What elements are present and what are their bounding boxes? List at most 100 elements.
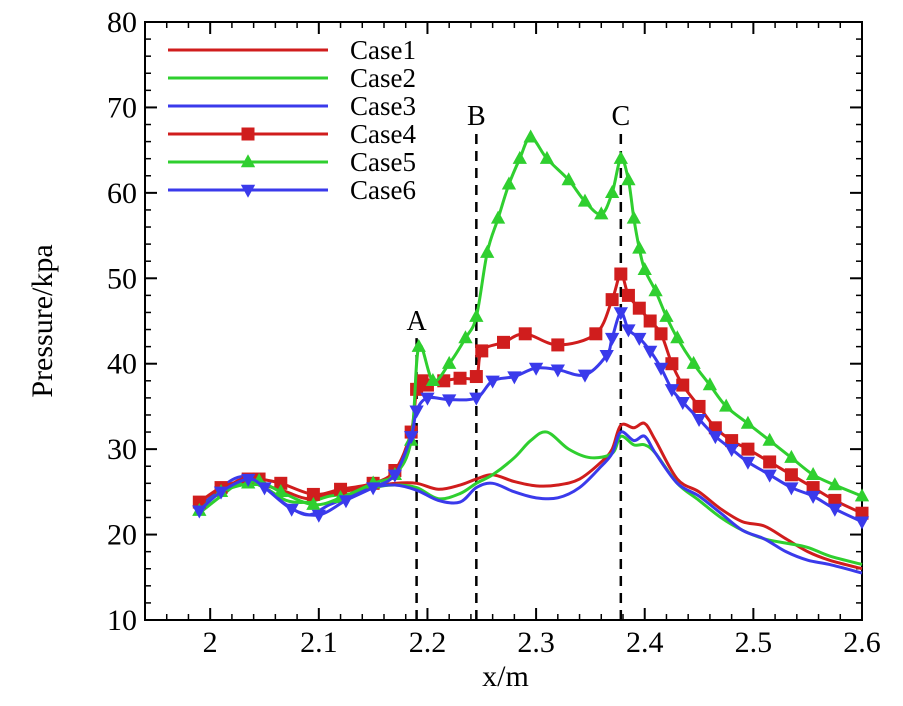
data-point <box>805 466 821 480</box>
x-tick-label: 2.2 <box>409 626 447 659</box>
y-tick-label: 50 <box>107 262 137 295</box>
data-point <box>632 332 647 346</box>
data-point <box>490 210 506 224</box>
y-tick-label: 20 <box>107 519 137 552</box>
data-point <box>507 371 522 385</box>
data-point <box>306 496 321 510</box>
data-point <box>613 150 628 164</box>
data-point <box>691 414 707 428</box>
ticks-group: 10 20 30 40 50 60 70 80 2 2.1 2.2 2.3 2.4 2.5 2.6 <box>107 6 881 659</box>
data-point <box>241 473 256 487</box>
vertical-markers-group: A B C <box>406 101 630 620</box>
data-point <box>621 288 635 302</box>
data-point <box>594 206 609 220</box>
data-point <box>387 469 403 483</box>
data-point <box>501 176 517 190</box>
y-tick-label: 40 <box>107 348 137 381</box>
data-point <box>659 308 674 322</box>
data-point <box>675 396 690 410</box>
data-point <box>806 481 820 495</box>
data-point <box>784 449 799 463</box>
data-point <box>273 484 288 498</box>
data-point <box>469 308 484 322</box>
data-point <box>664 384 680 398</box>
data-point <box>654 327 668 341</box>
data-point <box>306 487 320 501</box>
data-point <box>828 493 842 507</box>
data-point <box>550 364 565 378</box>
x-tick-label: 2.3 <box>517 626 555 659</box>
x-tick-label: 2.1 <box>300 626 338 659</box>
data-point <box>725 434 739 448</box>
y-tick-label: 60 <box>107 177 137 210</box>
legend-label: Case6 <box>350 175 416 205</box>
x-tick-label: 2.5 <box>735 626 773 659</box>
marker-label-b: B <box>467 101 486 132</box>
data-point <box>338 495 354 509</box>
data-point <box>485 375 500 389</box>
data-point <box>686 355 701 369</box>
data-point <box>613 307 628 321</box>
axes-group <box>144 21 863 621</box>
x-tick-label: 2.4 <box>626 626 664 659</box>
data-point <box>854 488 870 502</box>
data-point <box>621 172 636 186</box>
data-point <box>763 455 777 469</box>
data-point <box>458 330 473 344</box>
data-point <box>551 338 565 352</box>
data-point <box>643 314 657 328</box>
legend-marker <box>240 184 256 198</box>
legend-item-case5: Case5 <box>168 147 416 177</box>
y-axis-title: Pressure/kpa <box>26 244 59 397</box>
data-point <box>518 327 532 341</box>
data-point <box>539 150 555 164</box>
data-point <box>284 503 299 517</box>
x-axis-title: x/m <box>482 660 529 693</box>
data-point <box>589 327 603 341</box>
data-point <box>741 442 755 456</box>
legend-label: Case2 <box>350 63 416 93</box>
data-point <box>409 405 424 419</box>
data-point <box>334 482 348 496</box>
legend-label: Case1 <box>350 35 416 65</box>
y-tick-label: 10 <box>107 604 137 637</box>
data-point <box>420 392 435 406</box>
series-line-case5 <box>198 135 863 512</box>
data-point <box>702 377 718 391</box>
y-tick-label: 80 <box>107 6 137 39</box>
legend-label: Case4 <box>350 119 416 149</box>
data-point <box>648 283 663 297</box>
data-point <box>827 477 842 491</box>
data-point <box>453 371 467 385</box>
data-point <box>442 355 457 369</box>
data-point <box>740 415 756 429</box>
data-point <box>497 335 510 349</box>
legend-item-case4: Case4 <box>168 119 416 149</box>
data-point <box>637 261 652 275</box>
data-point <box>523 129 538 143</box>
data-point <box>577 369 593 383</box>
data-point <box>724 443 739 457</box>
data-point <box>469 392 484 406</box>
data-point <box>469 370 483 384</box>
data-point <box>604 185 620 199</box>
legend-item-case3: Case3 <box>168 91 416 121</box>
marker-label-c: C <box>611 101 630 132</box>
data-point <box>665 357 679 371</box>
data-point <box>632 301 646 315</box>
x-tick-label: 2.6 <box>843 626 881 659</box>
series-case4 <box>192 267 869 520</box>
data-point <box>192 495 206 509</box>
data-point <box>404 431 419 445</box>
data-point <box>676 378 690 392</box>
data-point <box>274 476 288 490</box>
data-point <box>805 490 821 504</box>
data-point <box>599 349 614 363</box>
data-point <box>561 172 576 186</box>
legend-item-case6: Case6 <box>168 175 416 205</box>
legend-label: Case5 <box>350 147 416 177</box>
data-point <box>692 399 706 413</box>
data-point <box>605 293 619 307</box>
data-point <box>855 506 869 520</box>
